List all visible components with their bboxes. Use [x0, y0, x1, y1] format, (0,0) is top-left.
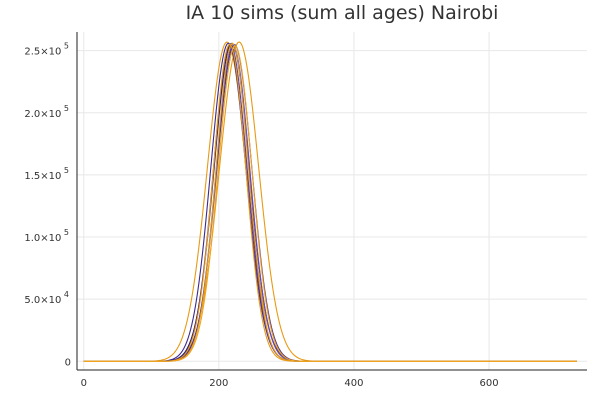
series-line-2 — [83, 41, 577, 362]
y-tick-label: 2.5×10 5 — [24, 42, 69, 58]
grid-layer — [77, 32, 587, 370]
x-tick-label: 400 — [344, 378, 363, 389]
series-layer — [83, 41, 577, 362]
x-tick-label: 200 — [209, 378, 228, 389]
axis-layer — [76, 32, 587, 371]
series-line-6 — [83, 45, 577, 362]
y-tick-label: 2.0×10 5 — [24, 104, 69, 120]
series-line-7 — [83, 44, 577, 362]
series-line-4 — [83, 44, 577, 362]
y-tick-label: 1.0×10 5 — [24, 228, 69, 244]
y-tick-label: 1.5×10 5 — [24, 166, 69, 182]
x-tick-label: 0 — [81, 378, 87, 389]
y-tick-label: 0 — [65, 357, 71, 368]
x-tick-label: 600 — [480, 378, 499, 389]
series-line-1 — [83, 41, 577, 362]
series-line-8 — [83, 43, 577, 362]
series-line-9 — [83, 42, 577, 362]
series-line-10 — [83, 45, 577, 362]
series-line-3 — [83, 42, 577, 362]
tick-layer: 0 200 400 600 0 5.0×10 4 1.0×10 5 1.5×10 5 2.0×1… — [24, 42, 498, 389]
series-line-5 — [83, 42, 577, 362]
chart-title: IA 10 sims (sum all ages) Nairobi — [186, 2, 499, 24]
y-tick-label: 5.0×10 4 — [24, 290, 69, 306]
